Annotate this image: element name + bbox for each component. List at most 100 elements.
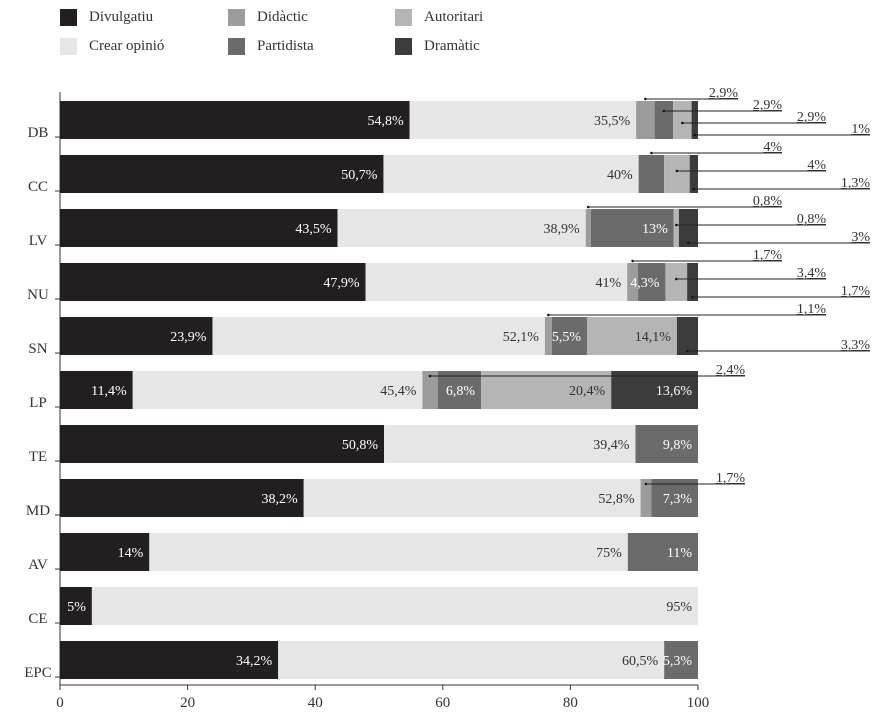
data-label: 52,8% xyxy=(598,492,635,507)
legend-swatch xyxy=(395,8,412,26)
x-tick-label: 20 xyxy=(180,695,195,711)
callout-label: 4% xyxy=(807,158,826,173)
legend-label: Crear opinió xyxy=(89,37,165,54)
bar-segment-partidista xyxy=(638,263,666,301)
bar-segment-crear-opini- xyxy=(91,587,698,625)
data-label: 39,4% xyxy=(593,438,630,453)
data-label: 11,4% xyxy=(91,384,127,399)
data-label: 5,5% xyxy=(552,330,582,345)
category-label: AV xyxy=(28,557,48,573)
bar-segment-divulgatiu xyxy=(60,317,213,355)
bar-segment-did-ctic xyxy=(640,479,652,517)
data-label: 5,3% xyxy=(663,654,693,669)
legend-item-crear-opinio: Crear opinió xyxy=(60,35,164,57)
data-label: 60,5% xyxy=(622,654,659,669)
callout-label: 1,3% xyxy=(841,176,871,191)
bar-segment-autoritari xyxy=(665,263,688,301)
data-label: 14,1% xyxy=(635,330,672,345)
bar-segment-partidista xyxy=(627,533,698,571)
category-label: NU xyxy=(27,287,49,303)
x-tick-label: 100 xyxy=(687,695,710,711)
bar-segment-did-ctic xyxy=(544,317,552,355)
data-label: 95% xyxy=(666,600,692,615)
legend-swatch xyxy=(395,37,412,55)
category-label: LV xyxy=(29,233,48,249)
bar-segment-partidista xyxy=(551,317,587,355)
callout-label: 2,9% xyxy=(709,86,739,101)
bar-segment-dram-tic xyxy=(676,317,698,355)
legend-swatch xyxy=(228,8,245,26)
legend-swatch xyxy=(228,37,245,55)
bar-segment-autoritari xyxy=(673,101,692,139)
x-tick-label: 40 xyxy=(308,695,323,711)
data-label: 11% xyxy=(667,546,692,561)
callout-label: 3% xyxy=(851,230,870,245)
data-label: 5% xyxy=(67,600,86,615)
data-label: 41% xyxy=(596,276,622,291)
data-label: 35,5% xyxy=(594,114,631,129)
bar-segment-divulgatiu xyxy=(60,479,304,517)
x-tick-label: 0 xyxy=(56,695,64,711)
category-label: SN xyxy=(28,341,47,357)
bar-segment-partidista xyxy=(590,209,674,247)
data-label: 14% xyxy=(118,546,144,561)
category-label: DB xyxy=(28,125,49,141)
bar-segment-divulgatiu xyxy=(60,209,338,247)
bar-segment-crear-opini- xyxy=(384,425,636,463)
bar-segment-divulgatiu xyxy=(60,155,384,193)
category-label: CC xyxy=(28,179,48,195)
bar-segment-dram-tic xyxy=(687,263,698,301)
legend-label: Didàctic xyxy=(257,8,308,25)
bar-segment-crear-opini- xyxy=(365,263,628,301)
bar-segment-crear-opini- xyxy=(149,533,628,571)
data-label: 40% xyxy=(607,168,633,183)
data-label: 9,8% xyxy=(663,438,693,453)
bar-segment-divulgatiu xyxy=(60,263,366,301)
bar-segment-divulgatiu xyxy=(60,641,279,679)
bar-segment-crear-opini- xyxy=(409,101,637,139)
bar-segment-partidista xyxy=(635,425,698,463)
data-label: 34,2% xyxy=(236,654,273,669)
legend-label: Autoritari xyxy=(424,8,484,25)
bar-segment-autoritari xyxy=(481,371,612,409)
callout-label: 2,4% xyxy=(716,363,746,378)
bar-segment-partidista xyxy=(654,101,674,139)
bar-segment-partidista xyxy=(664,641,698,679)
legend-swatch xyxy=(60,37,77,55)
data-label: 47,9% xyxy=(323,276,360,291)
bar-segment-divulgatiu xyxy=(60,587,92,625)
bar-segment-did-ctic xyxy=(636,101,655,139)
data-label: 6,8% xyxy=(446,384,476,399)
callout-label: 1,7% xyxy=(753,248,783,263)
bar-segment-dram-tic xyxy=(691,101,698,139)
legend: Divulgatiu Crear opinió Didàctic Partidi… xyxy=(0,0,874,80)
data-label: 38,9% xyxy=(544,222,581,237)
bar-segment-crear-opini- xyxy=(303,479,641,517)
data-label: 52,1% xyxy=(503,330,540,345)
bar-segment-crear-opini- xyxy=(383,155,639,193)
legend-label: Partidista xyxy=(257,37,314,54)
data-label: 4,3% xyxy=(630,276,660,291)
bar-segment-partidista xyxy=(638,155,665,193)
category-label: CE xyxy=(28,611,47,627)
data-label: 50,7% xyxy=(341,168,378,183)
bar-segment-crear-opini- xyxy=(278,641,665,679)
bar-segment-dram-tic xyxy=(678,209,698,247)
category-label: MD xyxy=(26,503,50,519)
bar-segment-dram-tic xyxy=(689,155,698,193)
category-label: EPC xyxy=(24,665,52,681)
data-label: 7,3% xyxy=(663,492,693,507)
bar-segment-crear-opini- xyxy=(337,209,586,247)
callout-label: 1% xyxy=(851,122,870,137)
bar-segment-crear-opini- xyxy=(212,317,545,355)
category-label: TE xyxy=(29,449,47,465)
bar-segment-did-ctic xyxy=(422,371,438,409)
x-tick-label: 80 xyxy=(563,695,578,711)
bar-segment-divulgatiu xyxy=(60,101,410,139)
callout-label: 1,1% xyxy=(797,302,827,317)
bar-segment-divulgatiu xyxy=(60,371,133,409)
bar-segment-autoritari xyxy=(673,209,679,247)
bar-segment-dram-tic xyxy=(611,371,698,409)
callout-label: 1,7% xyxy=(716,471,746,486)
